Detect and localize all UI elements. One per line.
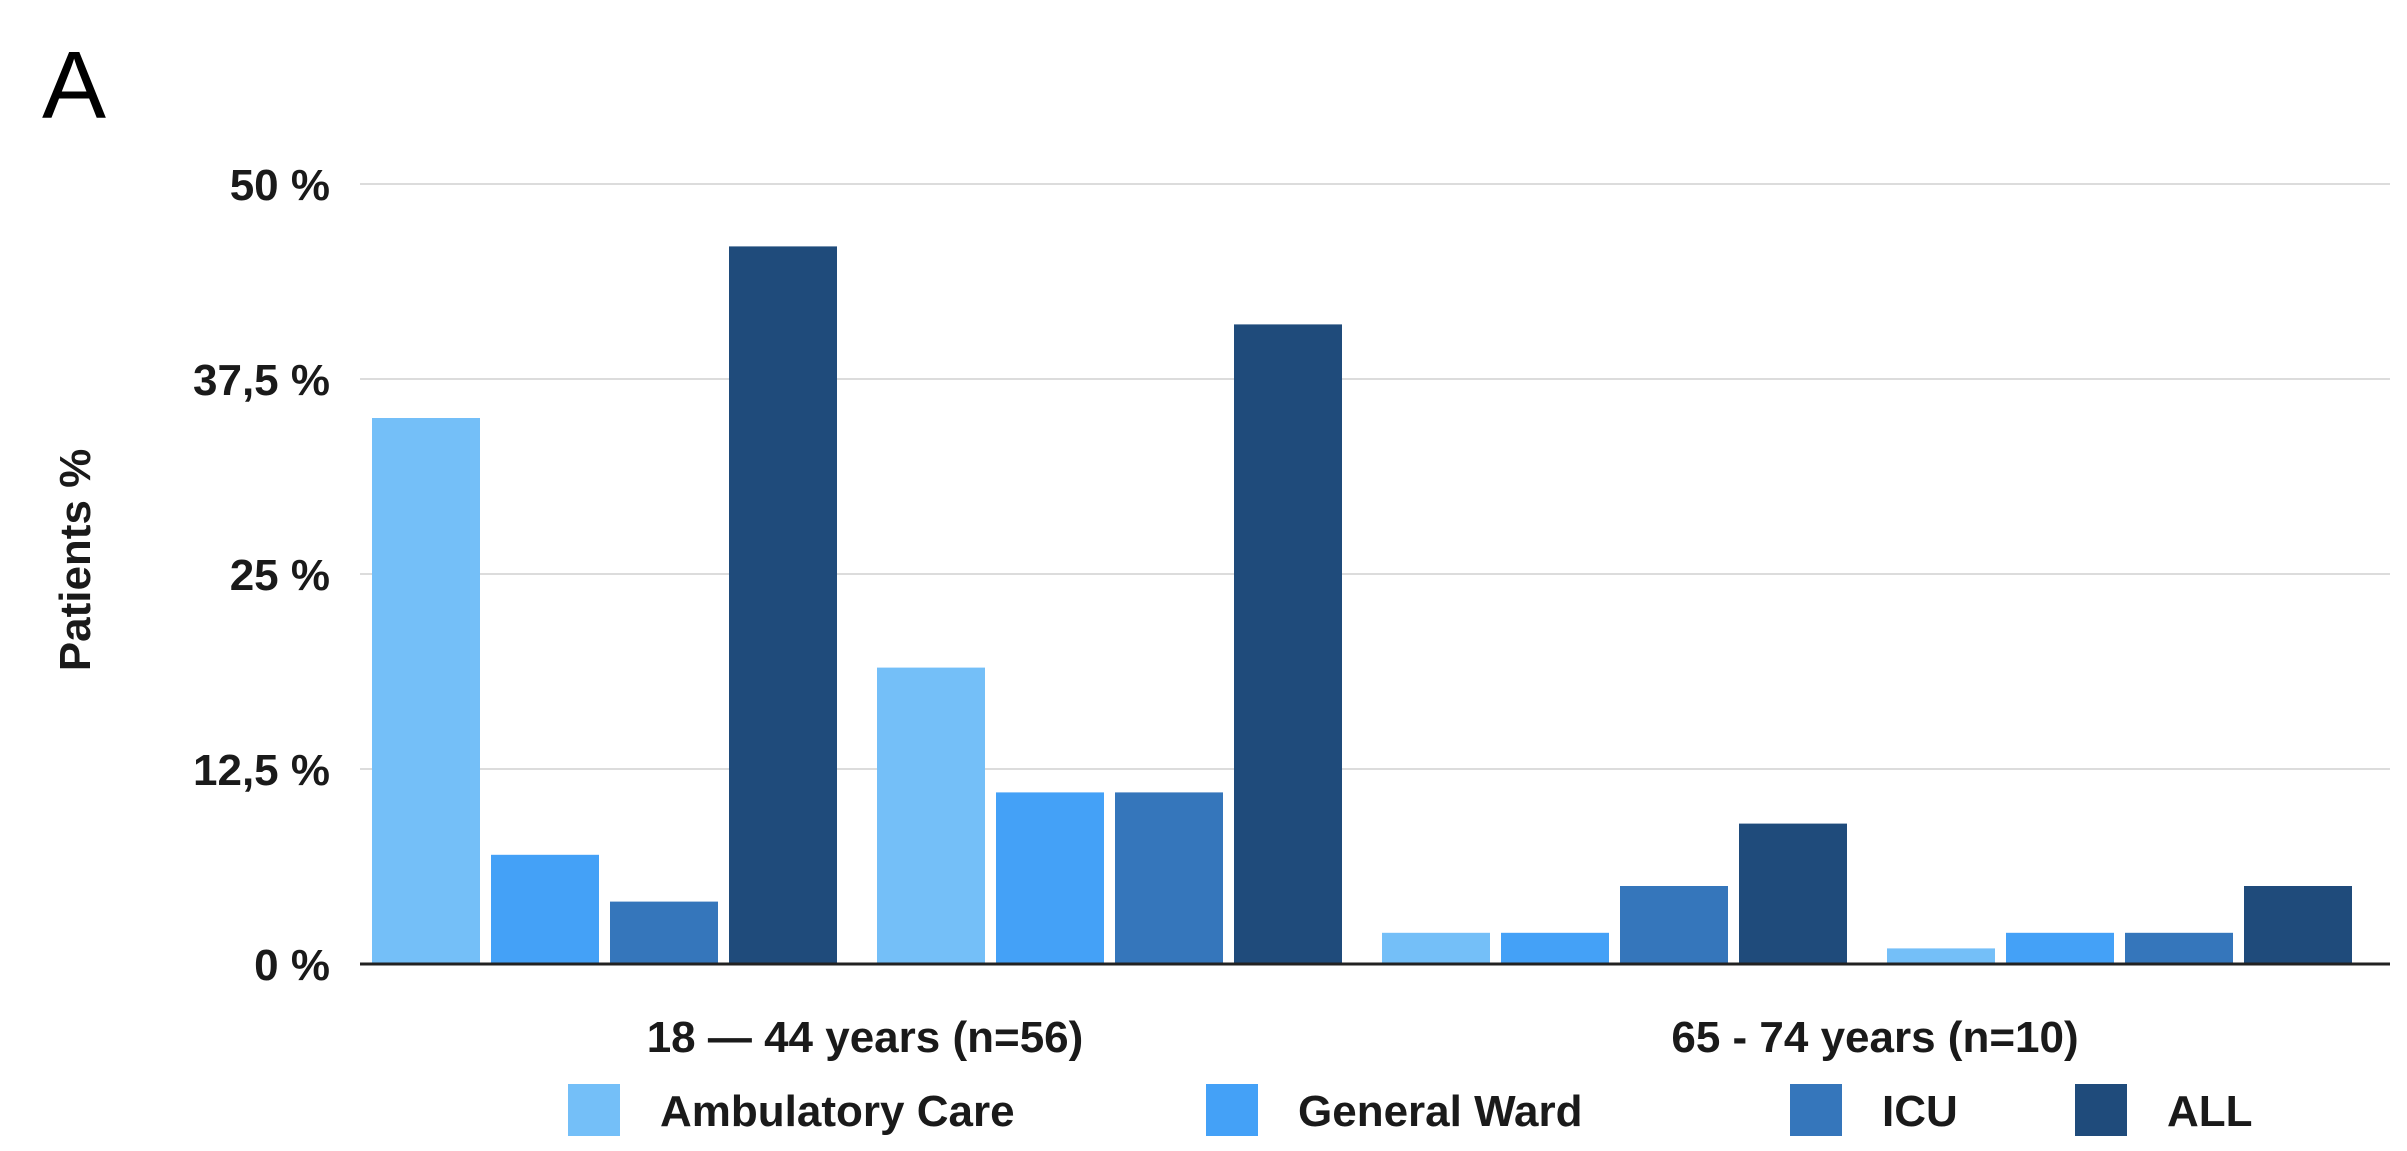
panel-label: A	[42, 32, 106, 139]
bar-ambulatory-care	[1887, 948, 1995, 964]
x-axis-categories: 18 — 44 years (n=56) 65 - 74 years (n=10)	[647, 1013, 2079, 1062]
legend-swatch	[1790, 1084, 1842, 1136]
legend-swatch	[568, 1084, 620, 1136]
legend-swatch	[2075, 1084, 2127, 1136]
bar-ambulatory-care	[372, 418, 480, 964]
x-category-label: 65 - 74 years (n=10)	[1671, 1013, 2078, 1062]
legend-label: ICU	[1882, 1087, 1958, 1136]
bar-all	[2244, 886, 2352, 964]
y-tick-label: 0 %	[254, 941, 330, 990]
y-tick-label: 37,5 %	[193, 356, 330, 405]
bar-icu	[2125, 932, 2233, 964]
bar-general-ward	[491, 854, 599, 964]
bar-icu	[1620, 886, 1728, 964]
bar-icu	[1115, 792, 1223, 964]
legend-label: Ambulatory Care	[660, 1087, 1015, 1136]
bar-ambulatory-care	[1382, 932, 1490, 964]
legend-label: ALL	[2167, 1087, 2253, 1136]
bar-general-ward	[996, 792, 1104, 964]
bar-all	[1234, 324, 1342, 964]
bar-general-ward	[2006, 932, 2114, 964]
legend-label: General Ward	[1298, 1087, 1582, 1136]
bars	[360, 246, 2390, 966]
gridlines	[360, 183, 2390, 770]
y-axis-label: Patients %	[51, 449, 100, 672]
x-category-label: 18 — 44 years (n=56)	[647, 1013, 1084, 1062]
bar-general-ward	[1501, 932, 1609, 964]
bar-icu	[610, 901, 718, 964]
legend: Ambulatory Care General Ward ICU ALL	[568, 1084, 2253, 1136]
y-axis-ticks: 0 % 12,5 % 25 % 37,5 % 50 %	[193, 161, 330, 990]
bar-all	[729, 246, 837, 964]
legend-swatch	[1206, 1084, 1258, 1136]
bar-all	[1739, 823, 1847, 964]
bar-ambulatory-care	[877, 667, 985, 964]
y-tick-label: 12,5 %	[193, 746, 330, 795]
y-tick-label: 25 %	[230, 551, 330, 600]
y-tick-label: 50 %	[230, 161, 330, 210]
